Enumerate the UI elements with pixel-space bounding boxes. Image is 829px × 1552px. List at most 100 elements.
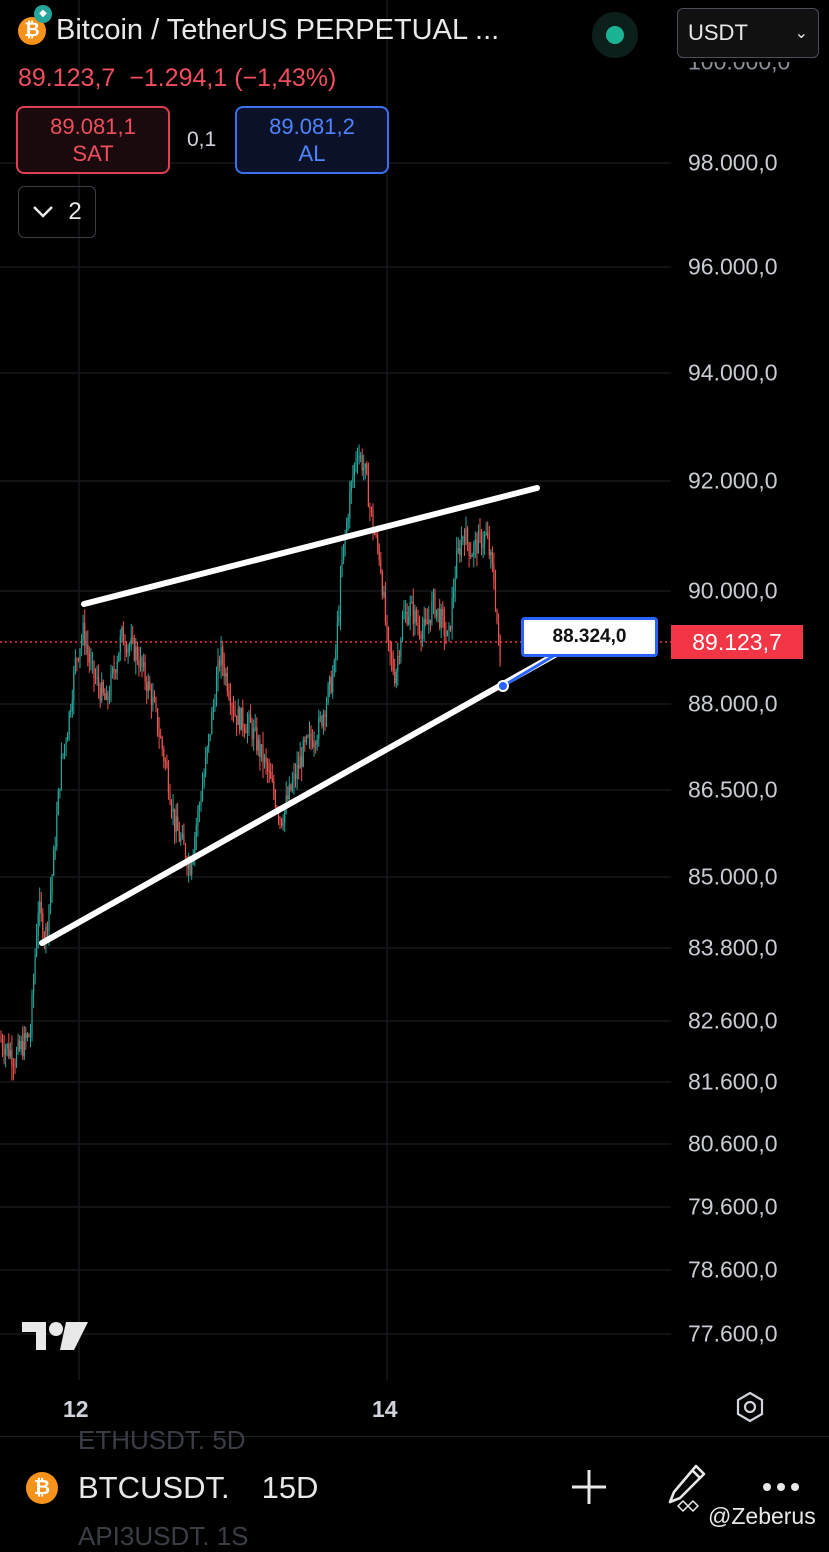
candle-up — [327, 684, 329, 703]
candle-up — [51, 875, 53, 891]
candle-up — [79, 648, 81, 660]
candle-up — [54, 847, 56, 850]
symbol-switcher[interactable]: ₿ BTCUSDT. 15D — [26, 1470, 318, 1506]
candle-up — [409, 602, 411, 617]
candle-down — [420, 634, 422, 639]
candle-down — [243, 727, 245, 732]
candle-down — [242, 707, 244, 728]
candle-down — [19, 1040, 21, 1050]
candle-down — [377, 534, 379, 547]
candle-up — [339, 574, 342, 617]
candle-down — [158, 731, 160, 737]
candle-up — [63, 744, 66, 754]
candle-down — [304, 740, 306, 742]
candle-down — [236, 715, 238, 726]
candle-down — [499, 635, 501, 663]
measure-anchor[interactable] — [497, 680, 509, 692]
candle-up — [215, 677, 218, 706]
candle-down — [389, 641, 391, 653]
chevron-down-icon: ⌄ — [794, 25, 808, 42]
candle-down — [312, 740, 314, 747]
price-axis-label: 79.600,0 — [688, 1193, 778, 1220]
candle-down — [8, 1043, 10, 1057]
candle-down — [265, 756, 267, 763]
candle-down — [115, 671, 117, 673]
candle-up — [139, 657, 142, 668]
candle-up — [352, 476, 354, 482]
candle-up — [82, 622, 84, 640]
candle-up — [485, 532, 487, 535]
candle-down — [167, 767, 169, 793]
price-axis-label: 82.600,0 — [688, 1007, 778, 1034]
candle-down — [273, 781, 275, 795]
candle-down — [449, 625, 452, 630]
upper-trendline[interactable] — [81, 485, 540, 607]
candle-up — [105, 693, 107, 700]
candle-up — [217, 659, 219, 678]
candle-down — [259, 739, 261, 757]
candle-down — [324, 713, 326, 718]
candle-down — [387, 628, 390, 641]
currency-select[interactable]: USDT ⌄ — [677, 8, 819, 58]
measure-label[interactable]: 88.324,0 — [521, 617, 658, 657]
candle-up — [225, 672, 227, 677]
candle-up — [431, 600, 433, 623]
sell-button[interactable]: 89.081,1 SAT — [16, 106, 170, 174]
candle-up — [284, 808, 286, 824]
candle-down — [84, 622, 86, 646]
candle-up — [112, 668, 114, 674]
candle-up — [29, 1034, 32, 1037]
candle-down — [234, 713, 236, 716]
candle-down — [157, 708, 159, 732]
lower-trendline[interactable] — [39, 649, 563, 946]
candle-up — [329, 676, 331, 685]
price-axis-label-cut: 100.000,0 — [688, 48, 791, 75]
candle-down — [0, 1039, 2, 1041]
candle-up — [90, 661, 92, 663]
candle-up — [318, 718, 320, 740]
bottom-interval[interactable]: 15D — [261, 1470, 319, 1505]
market-status-indicator[interactable] — [592, 12, 638, 58]
candle-down — [310, 733, 312, 740]
indicators-toggle[interactable]: 2 — [18, 186, 96, 238]
candle-up — [39, 901, 41, 914]
candle-up — [423, 619, 425, 629]
candle-up — [246, 722, 249, 734]
candle-down — [463, 536, 466, 545]
candle-up — [31, 994, 33, 1035]
candle-down — [46, 927, 49, 931]
candle-down — [163, 749, 165, 761]
candle-up — [127, 647, 129, 653]
candle-down — [381, 572, 383, 596]
symbol-header[interactable]: ₿ ◆ Bitcoin / TetherUS PERPETUAL ... — [18, 4, 500, 47]
candle-up — [363, 467, 365, 471]
candle-up — [336, 622, 338, 651]
candle-up — [175, 816, 177, 832]
candle-down — [11, 1050, 13, 1066]
candle-up — [316, 739, 318, 745]
candle-up — [20, 1041, 22, 1050]
buy-button[interactable]: 89.081,2 AL — [235, 106, 389, 174]
buy-label: AL — [298, 141, 326, 166]
candle-down — [223, 664, 225, 677]
candle-down — [443, 615, 445, 636]
symbol-title: Bitcoin / TetherUS PERPETUAL ... — [56, 14, 500, 46]
author-watermark: @Zeberus — [708, 1503, 816, 1529]
candle-up — [257, 739, 259, 751]
price-change: −1.294,1 (−1,43%) — [129, 64, 337, 92]
candle-down — [107, 693, 109, 700]
candle-up — [36, 935, 38, 956]
plus-icon[interactable] — [568, 1466, 610, 1508]
settings-icon[interactable] — [733, 1390, 767, 1424]
candle-down — [251, 722, 253, 740]
more-icon[interactable] — [760, 1472, 802, 1502]
candle-down — [488, 537, 490, 556]
pencil-icon[interactable] — [666, 1462, 708, 1514]
candle-down — [12, 1065, 14, 1067]
candle-up — [474, 539, 476, 545]
candle-up — [129, 645, 131, 648]
candle-up — [448, 625, 450, 631]
candle-up — [188, 860, 190, 869]
candle-down — [93, 661, 95, 678]
